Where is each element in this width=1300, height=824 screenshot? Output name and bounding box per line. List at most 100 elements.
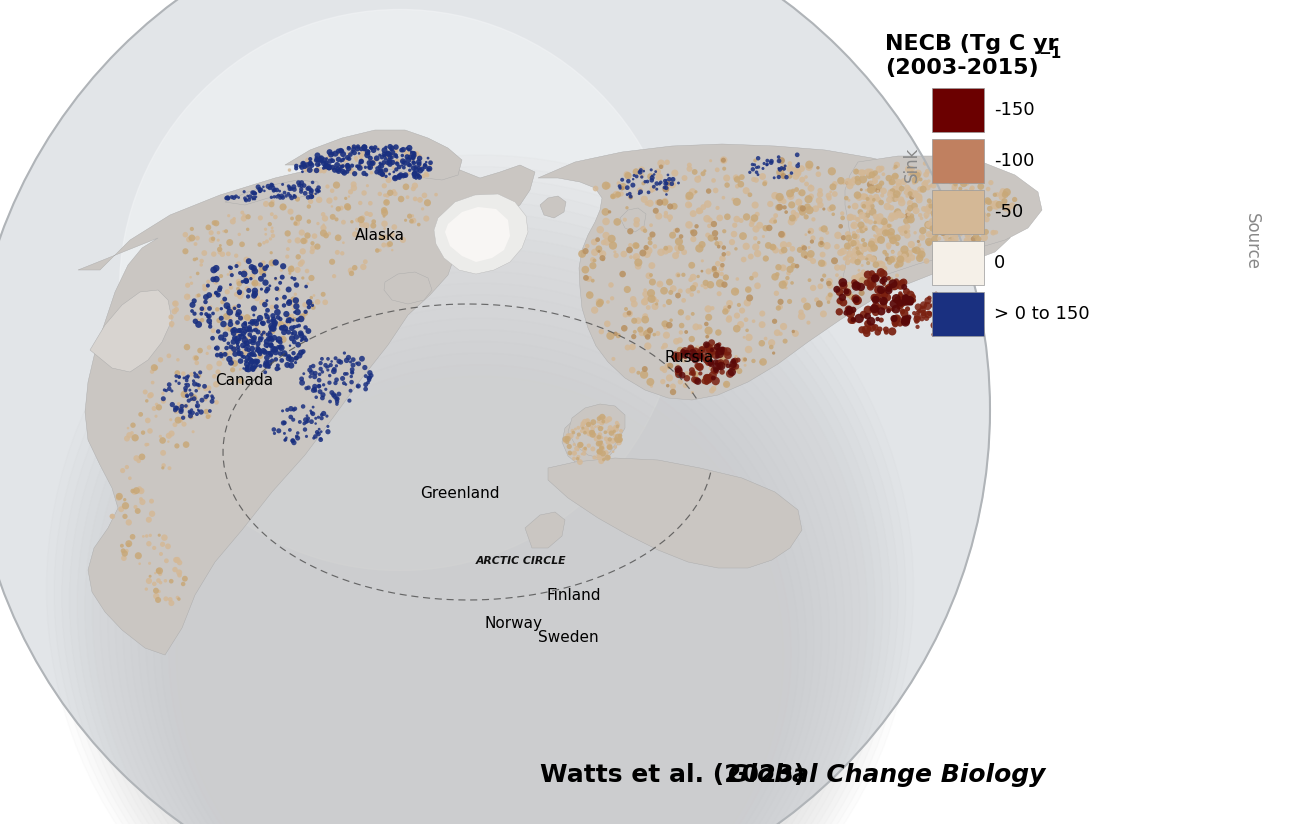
Point bbox=[199, 315, 220, 328]
Point bbox=[858, 202, 879, 215]
Point bbox=[685, 344, 706, 358]
Point bbox=[237, 271, 257, 284]
Point bbox=[367, 243, 387, 256]
Point bbox=[360, 161, 381, 174]
Point bbox=[979, 202, 1000, 215]
Point bbox=[676, 368, 697, 382]
Point bbox=[247, 292, 268, 305]
Point bbox=[187, 396, 208, 409]
Point bbox=[884, 182, 905, 195]
Point bbox=[786, 260, 807, 273]
Point bbox=[833, 296, 854, 309]
Point bbox=[811, 274, 832, 287]
Point bbox=[226, 327, 247, 340]
Point bbox=[746, 222, 767, 236]
Point bbox=[261, 190, 282, 204]
Point bbox=[263, 229, 283, 242]
Point bbox=[568, 428, 589, 441]
Text: Global Change Biology: Global Change Biology bbox=[728, 763, 1045, 787]
Point bbox=[953, 198, 974, 211]
Point bbox=[564, 452, 585, 465]
Point bbox=[770, 166, 790, 179]
Point bbox=[404, 167, 425, 180]
Point bbox=[610, 181, 630, 194]
Point bbox=[978, 182, 998, 195]
Point bbox=[642, 275, 663, 288]
Point bbox=[790, 306, 811, 319]
Point bbox=[108, 491, 129, 504]
Point bbox=[883, 234, 903, 247]
Point bbox=[396, 146, 417, 159]
Point bbox=[696, 280, 716, 293]
Point bbox=[247, 337, 268, 350]
Point bbox=[326, 392, 347, 405]
Point bbox=[653, 375, 673, 388]
Point bbox=[838, 232, 859, 245]
Point bbox=[318, 227, 339, 241]
Point bbox=[832, 291, 853, 304]
Point bbox=[354, 186, 374, 199]
Point bbox=[893, 175, 914, 188]
Point bbox=[926, 296, 946, 309]
Circle shape bbox=[88, 19, 871, 801]
Point bbox=[829, 294, 850, 307]
Point bbox=[792, 310, 812, 323]
Point bbox=[785, 327, 806, 340]
Point bbox=[857, 208, 878, 222]
Point bbox=[337, 151, 358, 164]
Point bbox=[250, 334, 270, 347]
Point bbox=[260, 347, 281, 360]
Point bbox=[682, 346, 703, 359]
Point bbox=[659, 372, 680, 385]
Point bbox=[698, 355, 719, 368]
Point bbox=[188, 318, 209, 331]
Point bbox=[408, 168, 429, 181]
Point bbox=[155, 574, 176, 588]
Circle shape bbox=[98, 27, 862, 793]
Point bbox=[712, 350, 733, 363]
Point bbox=[854, 222, 875, 235]
Point bbox=[898, 311, 919, 324]
Point bbox=[235, 347, 256, 360]
Point bbox=[637, 339, 658, 353]
Point bbox=[144, 567, 165, 580]
Point bbox=[250, 344, 270, 358]
Point bbox=[130, 408, 151, 421]
Point bbox=[932, 250, 953, 263]
Point bbox=[302, 299, 322, 312]
Point bbox=[283, 293, 304, 306]
Point bbox=[599, 205, 620, 218]
Point bbox=[653, 362, 673, 375]
Point bbox=[771, 227, 792, 241]
Point bbox=[868, 291, 889, 304]
Point bbox=[216, 191, 237, 204]
Point bbox=[824, 177, 845, 190]
Point bbox=[582, 274, 603, 288]
Point bbox=[374, 149, 395, 162]
Point bbox=[699, 356, 720, 369]
Polygon shape bbox=[540, 196, 566, 218]
Point bbox=[363, 219, 384, 232]
Point bbox=[880, 185, 901, 199]
Point bbox=[191, 307, 212, 321]
Point bbox=[254, 269, 274, 282]
Point bbox=[944, 166, 965, 180]
Point bbox=[681, 332, 702, 345]
Point bbox=[358, 147, 378, 160]
Point bbox=[208, 288, 229, 302]
Point bbox=[198, 279, 218, 293]
Point bbox=[229, 286, 250, 299]
Point bbox=[832, 207, 853, 220]
Point bbox=[610, 433, 630, 447]
Point bbox=[714, 278, 734, 291]
Point bbox=[159, 349, 179, 363]
Point bbox=[682, 307, 703, 321]
Point bbox=[370, 157, 391, 171]
Point bbox=[339, 394, 360, 407]
Point bbox=[289, 319, 309, 332]
Point bbox=[949, 206, 970, 219]
Point bbox=[763, 241, 784, 254]
Point bbox=[195, 393, 216, 406]
Point bbox=[231, 237, 252, 250]
Point bbox=[161, 320, 182, 333]
